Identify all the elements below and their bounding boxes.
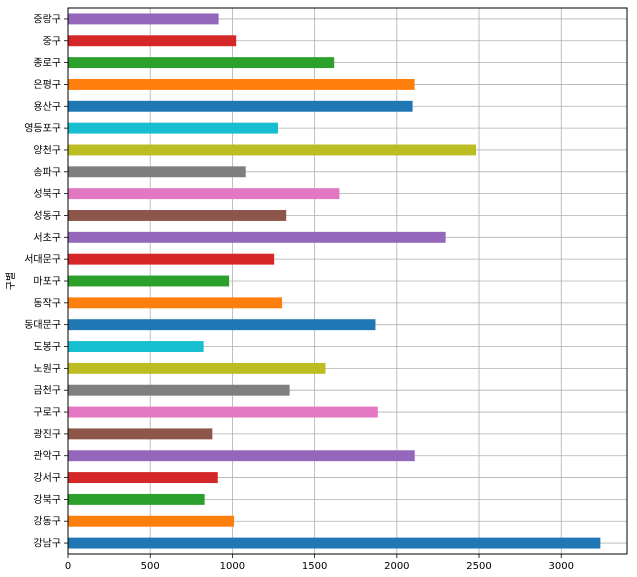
- y-tick-label: 서초구: [33, 232, 61, 244]
- bar-성북구: [68, 188, 340, 200]
- y-tick-label: 강동구: [33, 516, 61, 528]
- x-tick-label: 2500: [466, 561, 491, 572]
- bar-중랑구: [68, 13, 219, 25]
- bar-양천구: [68, 144, 477, 156]
- bar-동대문구: [68, 319, 376, 331]
- bar-관악구: [68, 450, 415, 462]
- bar-성동구: [68, 210, 287, 221]
- y-tick-label: 강남구: [33, 538, 61, 550]
- bar-영등포구: [68, 122, 278, 134]
- x-tick-label: 3000: [549, 561, 574, 572]
- y-tick-label: 노원구: [33, 363, 61, 375]
- bar-송파구: [68, 166, 246, 178]
- y-tick-label: 금천구: [33, 385, 61, 397]
- y-tick-label: 동대문구: [24, 319, 61, 331]
- bars: [68, 13, 601, 549]
- bar-은평구: [68, 78, 415, 90]
- plot-frame: [67, 7, 628, 555]
- bar-마포구: [68, 275, 230, 287]
- bar-중구: [68, 35, 237, 47]
- bar-종로구: [68, 57, 335, 69]
- ticks: 0 500 1000 1500 2000 2500 3000 강남구 강동구 강북구 강서구 관악구 광…: [24, 13, 574, 572]
- y-tick-label: 강서구: [33, 472, 61, 484]
- y-tick-label: 강북구: [33, 494, 61, 506]
- bar-서대문구: [68, 253, 275, 265]
- y-tick-label: 마포구: [33, 276, 61, 288]
- x-tick-label: 500: [141, 561, 160, 572]
- y-tick-label: 용산구: [33, 101, 61, 113]
- bar-강동구: [68, 515, 235, 527]
- bar-금천구: [68, 384, 290, 396]
- y-tick-label: 성북구: [33, 188, 61, 200]
- x-tick-label: 0: [65, 561, 71, 572]
- y-axis-label: 구별: [5, 272, 17, 290]
- y-tick-label: 관악구: [33, 450, 61, 462]
- y-tick-label: 구로구: [33, 408, 61, 419]
- bar-용산구: [68, 100, 413, 112]
- bar-구로구: [68, 406, 378, 418]
- y-tick-label: 동작구: [33, 297, 61, 309]
- x-tick-label: 1500: [302, 561, 327, 572]
- x-tick-label: 1000: [220, 561, 245, 572]
- y-tick-label: 종로구: [33, 57, 61, 69]
- bar-동작구: [68, 297, 283, 309]
- bar-강서구: [68, 472, 218, 484]
- y-tick-label: 광진구: [33, 428, 61, 440]
- y-tick-label: 서대문구: [24, 254, 61, 266]
- bar-노원구: [68, 362, 326, 374]
- bar-서초구: [68, 231, 446, 243]
- y-tick-label: 영등포구: [24, 123, 61, 135]
- y-tick-label: 중랑구: [33, 13, 61, 25]
- y-tick-label: 중구: [43, 35, 61, 47]
- y-tick-label: 양천구: [33, 144, 61, 156]
- bar-강북구: [68, 493, 205, 505]
- y-tick-label: 은평구: [33, 79, 61, 91]
- x-tick-label: 2000: [384, 561, 409, 572]
- bar-강남구: [68, 537, 601, 549]
- bar-도봉구: [68, 341, 204, 352]
- bar-광진구: [68, 428, 213, 440]
- y-tick-label: 성동구: [33, 210, 61, 222]
- y-tick-label: 도봉구: [33, 341, 61, 353]
- y-tick-label: 송파구: [33, 166, 61, 178]
